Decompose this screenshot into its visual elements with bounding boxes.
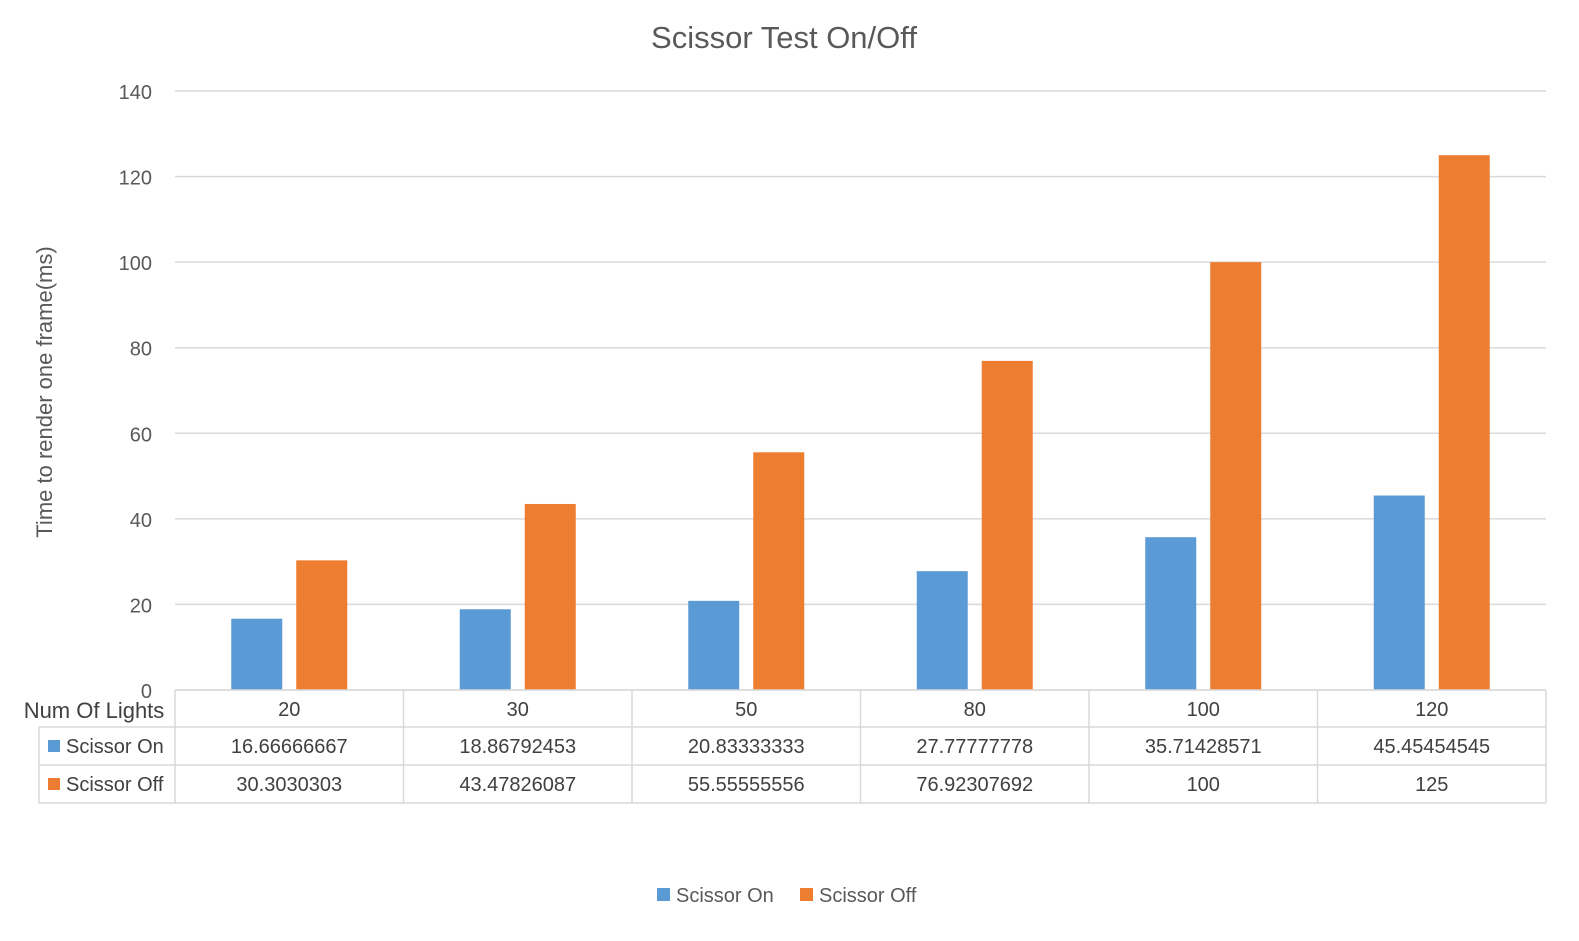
data-table: Num Of Lights 20 30 50 80 100 120 Scissor On 16… bbox=[24, 689, 1547, 804]
data-label: 30.3030303 bbox=[236, 774, 342, 796]
chart-title: Scissor Test On/Off bbox=[651, 20, 917, 55]
table-series-name: Scissor On bbox=[66, 736, 164, 758]
y-tick-label: 20 bbox=[130, 595, 152, 617]
bar-scissor-off bbox=[1210, 262, 1262, 690]
y-tick-label: 0 bbox=[141, 681, 152, 703]
table-legend-key bbox=[48, 778, 60, 790]
data-label: 76.92307692 bbox=[916, 774, 1033, 796]
y-tick-labels: 0 20 40 60 80 100 120 140 bbox=[119, 82, 152, 703]
table-series-name: Scissor Off bbox=[66, 774, 164, 796]
y-tick-label: 140 bbox=[119, 82, 152, 104]
legend-swatch bbox=[657, 888, 670, 901]
bar-scissor-on bbox=[459, 609, 511, 690]
legend-label: Scissor On bbox=[676, 885, 774, 907]
data-label: 35.71428571 bbox=[1145, 736, 1262, 758]
y-tick-label: 120 bbox=[119, 168, 152, 190]
y-axis-label: Time to render one frame(ms) bbox=[32, 246, 57, 537]
bar-scissor-off bbox=[981, 360, 1033, 690]
x-axis-label: Num Of Lights bbox=[24, 698, 165, 723]
x-tick-label: 120 bbox=[1415, 699, 1448, 721]
bar-scissor-on bbox=[1373, 495, 1425, 690]
x-tick-label: 20 bbox=[278, 699, 300, 721]
data-label: 55.55555556 bbox=[688, 774, 805, 796]
bar-scissor-on bbox=[916, 571, 968, 690]
data-label: 18.86792453 bbox=[459, 736, 576, 758]
bar-scissor-on bbox=[1145, 537, 1197, 690]
y-tick-label: 80 bbox=[130, 339, 152, 361]
gridlines bbox=[175, 90, 1546, 691]
data-label: 100 bbox=[1187, 774, 1220, 796]
y-tick-label: 60 bbox=[130, 424, 152, 446]
data-label: 43.47826087 bbox=[459, 774, 576, 796]
table-legend-key bbox=[48, 740, 60, 752]
x-tick-label: 80 bbox=[964, 699, 986, 721]
bars bbox=[231, 155, 1490, 690]
bar-scissor-off bbox=[296, 560, 348, 690]
x-tick-label: 30 bbox=[507, 699, 529, 721]
data-label: 125 bbox=[1415, 774, 1448, 796]
bar-scissor-off bbox=[753, 452, 805, 690]
x-tick-label: 50 bbox=[735, 699, 757, 721]
data-label: 45.45454545 bbox=[1373, 736, 1490, 758]
legend-label: Scissor Off bbox=[819, 885, 917, 907]
y-tick-label: 40 bbox=[130, 510, 152, 532]
bar-scissor-off bbox=[524, 503, 576, 690]
legend: Scissor On Scissor Off bbox=[657, 885, 917, 907]
bar-scissor-on bbox=[231, 618, 283, 690]
bar-scissor-off bbox=[1438, 155, 1490, 690]
data-label: 27.77777778 bbox=[916, 736, 1033, 758]
data-label: 16.66666667 bbox=[231, 736, 348, 758]
x-tick-label: 100 bbox=[1187, 699, 1220, 721]
bar-scissor-on bbox=[688, 600, 740, 690]
y-tick-label: 100 bbox=[119, 253, 152, 275]
legend-swatch bbox=[800, 888, 813, 901]
data-label: 20.83333333 bbox=[688, 736, 805, 758]
